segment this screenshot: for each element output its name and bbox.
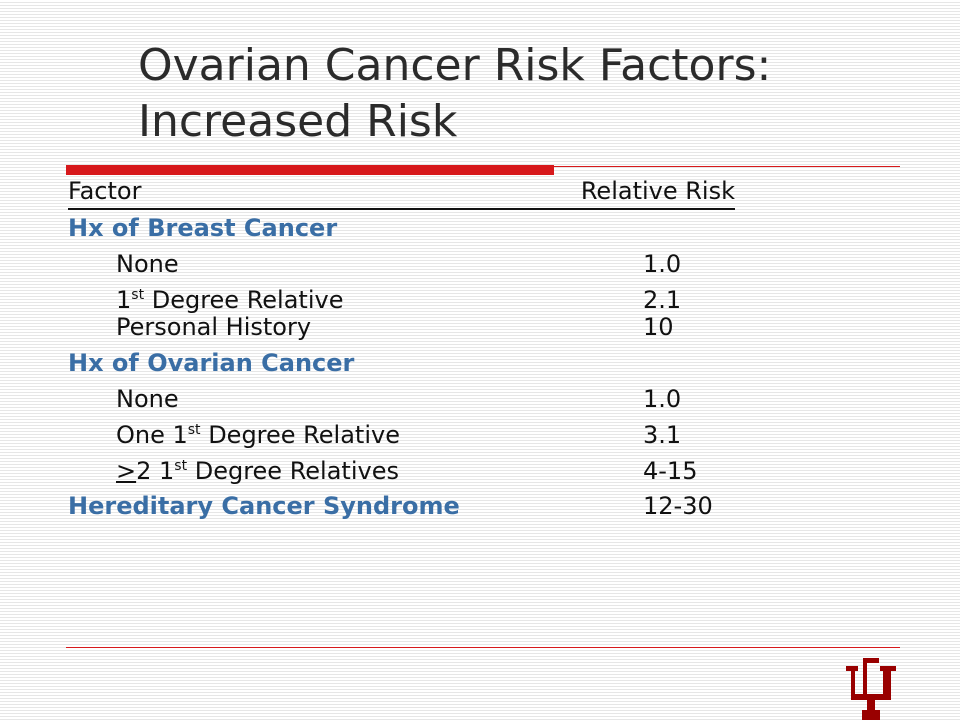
- footer-rule: [66, 647, 900, 648]
- table-row: 1st Degree Relative 2.1: [0, 283, 960, 317]
- hereditary-syndrome-label: Hereditary Cancer Syndrome: [68, 492, 460, 520]
- table-header-row: Factor Relative Risk: [0, 176, 960, 210]
- ovarian-cancer-heading: Hx of Ovarian Cancer: [68, 349, 355, 377]
- slide-title-line-2: Increased Risk: [138, 96, 458, 147]
- table-header-underline: Factor Relative Risk: [68, 176, 735, 210]
- ovarian-cancer-heading-row: Hx of Ovarian Cancer: [0, 346, 960, 380]
- ovarian-one-relative-value: 3.1: [643, 421, 682, 449]
- table-row: None 1.0: [0, 382, 960, 416]
- slide-title-line-1: Ovarian Cancer Risk Factors:: [138, 40, 772, 91]
- ovarian-two-relatives-label: >2 1st Degree Relatives: [116, 457, 399, 485]
- ovarian-none-value: 1.0: [643, 385, 682, 413]
- iu-trident-logo-icon: [846, 658, 896, 720]
- slide-title: Ovarian Cancer Risk Factors: Increased R…: [138, 38, 918, 150]
- table-row: Personal History 10: [0, 310, 960, 344]
- table-row: None 1.0: [0, 247, 960, 281]
- hereditary-syndrome-value: 12-30: [643, 492, 713, 520]
- breast-personal-label: Personal History: [116, 313, 312, 341]
- title-rule-thin: [554, 166, 900, 167]
- breast-first-degree-value: 2.1: [643, 286, 682, 314]
- ovarian-none-label: None: [116, 385, 179, 413]
- table-row: Hereditary Cancer Syndrome 12-30: [0, 489, 960, 523]
- table-row: One 1st Degree Relative 3.1: [0, 418, 960, 452]
- ovarian-one-relative-label: One 1st Degree Relative: [116, 421, 400, 449]
- breast-none-value: 1.0: [643, 250, 682, 278]
- breast-cancer-heading: Hx of Breast Cancer: [68, 214, 338, 242]
- breast-personal-value: 10: [643, 313, 674, 341]
- ovarian-two-relatives-value: 4-15: [643, 457, 698, 485]
- breast-none-label: None: [116, 250, 179, 278]
- breast-first-degree-label: 1st Degree Relative: [116, 286, 344, 314]
- breast-cancer-heading-row: Hx of Breast Cancer: [0, 211, 960, 245]
- relative-risk-column-header: Relative Risk: [580, 177, 735, 205]
- table-row: >2 1st Degree Relatives 4-15: [0, 454, 960, 488]
- factor-column-header: Factor: [68, 177, 142, 205]
- title-rule-thick: [66, 165, 554, 175]
